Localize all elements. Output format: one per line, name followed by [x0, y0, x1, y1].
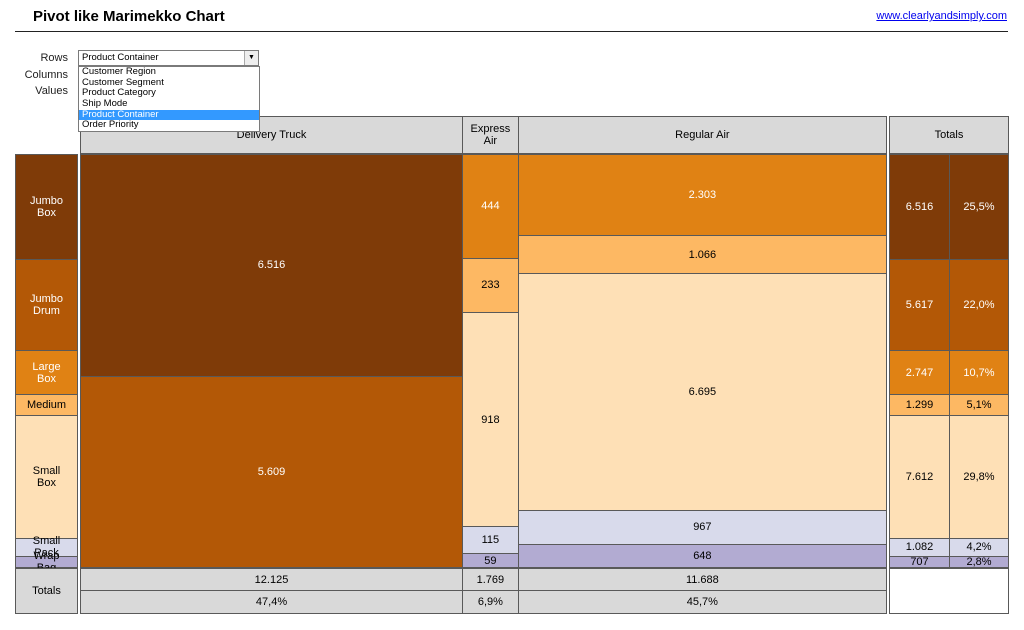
grand-total-label: Grand total:: [917, 577, 981, 590]
segment: 2.303: [517, 154, 887, 237]
link[interactable]: www.clearlyandsimply.com: [876, 10, 1007, 22]
row-label: Jumbo Box: [15, 154, 78, 261]
dropdown-option[interactable]: Customer Segment: [82, 76, 164, 88]
segment: 967: [517, 509, 887, 545]
row-total: 1.299: [889, 394, 950, 417]
segment: 115: [462, 526, 519, 555]
column-share: 45,7%: [517, 590, 887, 614]
dropdown[interactable]: Product Container ▼: [78, 50, 259, 66]
dropdown-option[interactable]: Order Priority: [82, 119, 139, 131]
row-total: 2.747: [889, 349, 950, 396]
row-label: Small Box: [15, 415, 78, 540]
segment: 233: [462, 257, 519, 314]
control-label: Values: [35, 85, 68, 97]
column-total: 11.688: [517, 568, 887, 591]
grand-total-value: 25.582: [932, 592, 966, 605]
column-share: 47,4%: [80, 590, 464, 614]
row-share: 2,8%: [949, 555, 1009, 568]
segment: 59: [462, 553, 519, 568]
dropdown-option[interactable]: Customer Region: [82, 66, 156, 77]
column-header: Regular Air: [517, 116, 887, 154]
column-share: 6,9%: [462, 590, 519, 614]
row-share: 10,7%: [949, 349, 1009, 396]
segment: 5.609: [80, 375, 464, 568]
row-total: 1.082: [889, 538, 950, 557]
grand-total: Grand total: 25.582: [889, 568, 1009, 614]
dropdown-option[interactable]: Product Container: [79, 109, 259, 121]
row-label: Medium: [15, 394, 78, 417]
row-share: 22,0%: [949, 259, 1009, 351]
segment: 6.516: [80, 154, 464, 377]
column-total: 1.769: [462, 568, 519, 591]
column-total: 12.125: [80, 568, 464, 591]
column-header: Express Air: [462, 116, 519, 154]
segment: 1.066: [517, 235, 887, 275]
segment: 6.695: [517, 273, 887, 511]
segment: 918: [462, 312, 519, 528]
totals-header: Totals: [889, 116, 1009, 154]
control-label: Rows: [40, 52, 68, 64]
header-rule: [15, 31, 1008, 32]
row-total: 5.617: [889, 259, 950, 351]
row-share: 5,1%: [949, 394, 1009, 417]
row-total: 6.516: [889, 154, 950, 261]
segment: 444: [462, 154, 519, 259]
row-total: 7.612: [889, 415, 950, 540]
control-label: Columns: [24, 68, 68, 81]
row-share: 29,8%: [949, 415, 1009, 540]
row-share: 4,2%: [949, 538, 1009, 557]
row-label: Jumbo Drum: [15, 259, 78, 351]
segment: 648: [517, 543, 887, 568]
row-total: 707: [889, 555, 950, 568]
row-label: Wrap Bag: [15, 550, 78, 574]
dropdown-option[interactable]: Product Category: [82, 87, 156, 99]
row-share: 25,5%: [949, 154, 1009, 261]
dropdown-arrow[interactable]: ▼: [244, 51, 258, 65]
dropdown-value: Product Container: [82, 52, 159, 63]
title: Pivot like Marimekko Chart: [33, 8, 225, 25]
dropdown-list: Customer Region Customer Segment Product C…: [78, 66, 260, 132]
totals-label: Totals: [15, 568, 78, 614]
dropdown-option[interactable]: Ship Mode: [82, 98, 128, 110]
row-label: Large Box: [15, 349, 78, 396]
